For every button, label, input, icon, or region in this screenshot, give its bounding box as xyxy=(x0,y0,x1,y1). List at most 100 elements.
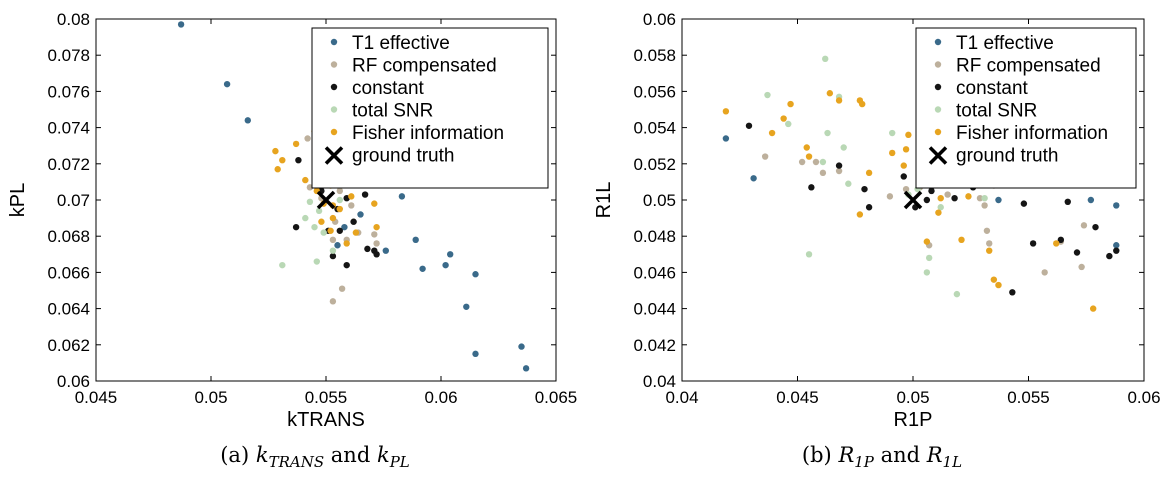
y-tick-label: 0.068 xyxy=(47,227,90,246)
legend-label: ground truth xyxy=(352,146,454,167)
data-point xyxy=(835,97,843,104)
data-point xyxy=(803,144,810,151)
data-point xyxy=(352,229,360,236)
y-tick-label: 0.058 xyxy=(633,46,676,65)
y-tick-label: 0.054 xyxy=(633,119,676,138)
legend-marker xyxy=(934,61,942,68)
data-point xyxy=(905,131,912,139)
legend-marker-ground-truth xyxy=(928,146,948,165)
y-tick-label: 0.052 xyxy=(633,155,676,174)
data-point xyxy=(889,129,896,137)
legend-box xyxy=(311,27,549,189)
data-point xyxy=(858,100,866,108)
caption-a-and: and xyxy=(324,443,377,467)
data-point xyxy=(812,158,820,166)
caption-a: (a) kTRANS and kPL xyxy=(220,443,410,471)
data-point xyxy=(835,167,843,175)
data-point xyxy=(419,265,426,272)
data-point xyxy=(865,169,873,177)
data-point xyxy=(382,247,389,254)
data-point xyxy=(1113,202,1120,209)
data-point xyxy=(292,223,300,231)
data-point xyxy=(937,204,944,211)
data-point xyxy=(1078,263,1085,271)
data-point xyxy=(750,175,757,182)
data-point xyxy=(1073,249,1081,256)
data-point xyxy=(1009,289,1016,296)
x-tick-label: 0.05 xyxy=(194,388,227,407)
legend-marker xyxy=(934,128,942,136)
data-point xyxy=(313,258,320,265)
data-point xyxy=(722,108,730,115)
data-point xyxy=(1064,198,1071,206)
data-point xyxy=(805,251,813,258)
data-point xyxy=(373,251,380,258)
x-tick-label: 0.045 xyxy=(75,388,118,407)
legend-label: Fisher information xyxy=(956,123,1108,144)
series-snr xyxy=(764,55,988,298)
caption-b-var1-sub: 1P xyxy=(854,453,875,471)
data-point xyxy=(442,261,449,269)
data-point xyxy=(447,251,454,258)
panel-b-ticks: 0.04 0.045 0.05 0.055 0.06 0.04 0.042 0.044 0.04… xyxy=(633,10,1160,407)
legend-label: T1 effective xyxy=(352,33,450,54)
y-tick-label: 0.064 xyxy=(47,300,90,319)
data-point xyxy=(348,193,355,200)
data-point xyxy=(840,144,847,151)
data-point xyxy=(329,236,337,244)
data-point xyxy=(983,227,991,234)
y-tick-label: 0.07 xyxy=(57,191,90,210)
data-point xyxy=(302,214,309,222)
data-point xyxy=(764,91,771,99)
data-point xyxy=(361,191,369,198)
data-point xyxy=(306,184,314,191)
data-point xyxy=(343,261,350,269)
data-point xyxy=(1106,252,1113,260)
data-point xyxy=(928,187,935,195)
x-tick-label: 0.06 xyxy=(424,388,457,407)
data-point xyxy=(826,90,834,97)
data-point xyxy=(1029,240,1037,247)
data-point xyxy=(900,173,907,180)
x-tick-label: 0.045 xyxy=(776,388,819,407)
data-point xyxy=(865,204,873,211)
data-point xyxy=(311,223,318,231)
legend-label: total SNR xyxy=(956,101,1037,122)
data-point xyxy=(861,185,868,193)
y-tick-label: 0.04 xyxy=(643,372,676,391)
caption-b-var2-sub: 1L xyxy=(943,453,963,471)
data-point xyxy=(798,158,806,166)
data-point xyxy=(886,193,894,200)
x-tick-label: 0.055 xyxy=(305,388,348,407)
data-point xyxy=(272,147,279,155)
data-point xyxy=(295,156,302,164)
data-point xyxy=(902,146,910,153)
y-tick-label: 0.074 xyxy=(47,119,90,138)
data-point xyxy=(822,55,829,63)
data-point xyxy=(341,223,348,231)
data-point xyxy=(306,198,314,206)
x-tick-label: 0.065 xyxy=(535,388,578,407)
legend-marker xyxy=(934,106,942,113)
y-tick-label: 0.042 xyxy=(633,336,676,355)
data-point xyxy=(787,100,794,108)
data-point xyxy=(336,205,343,213)
y-tick-label: 0.06 xyxy=(57,372,90,391)
data-point xyxy=(976,194,984,202)
y-tick-label: 0.066 xyxy=(47,263,90,282)
data-point xyxy=(1041,269,1048,276)
data-point xyxy=(986,240,993,247)
legend-label: ground truth xyxy=(956,146,1058,167)
data-point xyxy=(336,227,343,234)
data-point xyxy=(845,180,852,187)
y-tick-label: 0.08 xyxy=(57,10,90,29)
data-point xyxy=(958,236,965,244)
legend-label: total SNR xyxy=(352,101,433,122)
data-point xyxy=(722,135,730,142)
caption-b: (b) R1P and R1L xyxy=(802,443,962,471)
series-t1 xyxy=(722,135,1120,249)
data-point xyxy=(373,240,380,247)
